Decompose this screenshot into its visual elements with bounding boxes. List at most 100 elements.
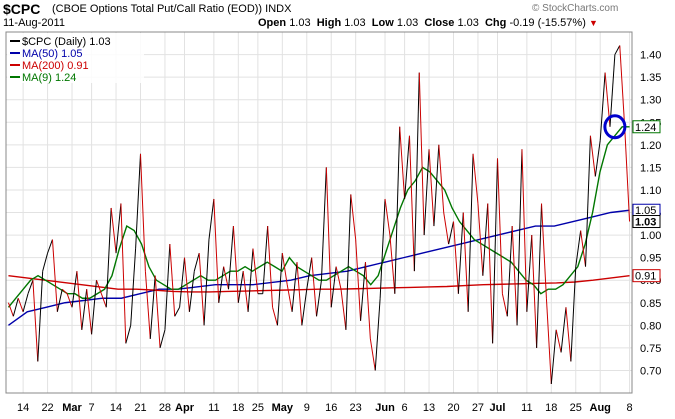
price-segment bbox=[91, 280, 97, 335]
price-segment bbox=[86, 289, 93, 335]
price-segment bbox=[17, 298, 24, 312]
x-tick-label: 11 bbox=[521, 402, 532, 414]
price-segment bbox=[487, 203, 494, 344]
y-tick-label: 0.85 bbox=[640, 298, 661, 310]
price-segment bbox=[247, 248, 254, 312]
description-text: (CBOE Options Total Put/Call Ratio (EOD)… bbox=[52, 3, 263, 15]
price-segment bbox=[76, 271, 83, 330]
x-tick-label: 8 bbox=[626, 402, 632, 414]
x-tick-label: 25 bbox=[570, 402, 582, 414]
x-tick-label: 28 bbox=[159, 402, 171, 414]
highlight-circle bbox=[603, 114, 627, 140]
x-tick-label: Mar bbox=[62, 402, 82, 414]
price-segment bbox=[306, 257, 313, 290]
price-segment bbox=[477, 203, 484, 276]
price-segment bbox=[296, 262, 303, 326]
high-value: 1.03 bbox=[344, 17, 366, 29]
price-segment bbox=[276, 253, 283, 326]
price-segment bbox=[438, 144, 445, 213]
x-tick-label: May bbox=[272, 402, 294, 414]
price-segment bbox=[516, 149, 523, 326]
price-segment bbox=[399, 126, 406, 199]
price-segment bbox=[42, 252, 49, 272]
price-segment bbox=[335, 266, 342, 290]
price-segment bbox=[27, 280, 34, 294]
chart-date: 11-Aug-2011 bbox=[3, 17, 65, 29]
high-label: High bbox=[316, 17, 342, 29]
x-tick-label: Jun bbox=[375, 402, 395, 414]
series-line-1 bbox=[8, 209, 630, 326]
stockcharts-brand[interactable]: © StockCharts.com bbox=[532, 3, 619, 14]
quote-bar: Open 1.03 High 1.03 Low 1.03 Close 1.03 … bbox=[258, 17, 598, 29]
price-segment bbox=[452, 221, 459, 294]
x-tick-label: 7 bbox=[89, 402, 95, 414]
price-segment bbox=[531, 235, 538, 348]
price-segment bbox=[384, 198, 391, 236]
price-segment bbox=[232, 226, 239, 303]
price-segment bbox=[61, 288, 68, 295]
price-segment bbox=[159, 329, 166, 349]
y-tick-label: 0.95 bbox=[640, 253, 661, 265]
price-segment bbox=[560, 307, 567, 353]
price-segment bbox=[462, 212, 469, 312]
last-value-tag-box bbox=[632, 269, 661, 283]
y-tick-label: 0.80 bbox=[640, 320, 661, 332]
plot-frame bbox=[5, 31, 633, 394]
price-segment bbox=[100, 293, 107, 308]
price-segment bbox=[213, 198, 220, 303]
x-tick-label: 14 bbox=[110, 402, 122, 414]
price-segment bbox=[408, 135, 415, 272]
x-tick-label: 16 bbox=[325, 402, 337, 414]
price-segment bbox=[203, 239, 210, 326]
price-segment bbox=[272, 307, 278, 326]
price-segment bbox=[37, 271, 44, 362]
price-segment bbox=[12, 298, 19, 317]
price-segment bbox=[208, 198, 215, 240]
price-segment bbox=[237, 271, 244, 303]
low-value: 1.03 bbox=[396, 17, 419, 29]
price-segment bbox=[589, 135, 596, 177]
open-value: 1.03 bbox=[289, 17, 311, 29]
price-segment bbox=[555, 329, 562, 353]
last-value-tags: 1.24 1.051.03 0.91 bbox=[632, 120, 661, 283]
price-segment bbox=[472, 153, 479, 204]
chg-down-arrow-icon: ▼ bbox=[588, 18, 598, 28]
price-segment bbox=[345, 194, 352, 330]
price-segment bbox=[575, 230, 582, 267]
x-tick-label: 22 bbox=[41, 402, 53, 414]
price-segment bbox=[125, 325, 132, 344]
price-segment bbox=[164, 244, 171, 330]
price-segment bbox=[457, 212, 464, 294]
price-segment bbox=[580, 230, 587, 267]
price-segment bbox=[139, 153, 146, 272]
x-tick-label: Apr bbox=[175, 402, 195, 414]
y-tick-label: 0.70 bbox=[640, 365, 661, 377]
x-tick-label: 6 bbox=[402, 402, 408, 414]
series-line-2 bbox=[8, 274, 630, 293]
exchange-label: INDX bbox=[265, 3, 292, 15]
price-segment bbox=[497, 158, 503, 294]
price-segment bbox=[32, 280, 39, 362]
price-segment bbox=[506, 226, 513, 317]
low-label: Low bbox=[371, 17, 394, 29]
price-segment bbox=[443, 212, 450, 245]
legend-entry: $CPC (Daily) 1.03 bbox=[22, 36, 111, 48]
last-value-tag-text: 1.05 bbox=[635, 205, 656, 217]
x-axis: 14 22 Mar 7 14 21 28 Apr 11 18 25 May 9 16 23 Jun 6 13 20 2… bbox=[17, 402, 633, 414]
price-segment bbox=[330, 266, 337, 308]
y-tick-label: 1.15 bbox=[640, 162, 661, 174]
price-segment bbox=[541, 203, 547, 299]
price-segment bbox=[325, 167, 332, 308]
x-tick-label: 25 bbox=[252, 402, 264, 414]
x-tick-label: 23 bbox=[350, 402, 362, 414]
price-segment bbox=[110, 207, 117, 254]
x-tick-label: 18 bbox=[232, 402, 244, 414]
price-segment bbox=[614, 45, 621, 55]
chg-label: Chg bbox=[484, 17, 507, 29]
price-segment bbox=[511, 226, 518, 326]
price-segment bbox=[320, 167, 327, 281]
price-segment bbox=[228, 225, 234, 290]
y-axis: 0.700.750.800.850.900.951.001.051.101.15… bbox=[640, 50, 661, 378]
x-tick-label: Aug bbox=[590, 402, 611, 414]
price-segment bbox=[389, 235, 396, 294]
